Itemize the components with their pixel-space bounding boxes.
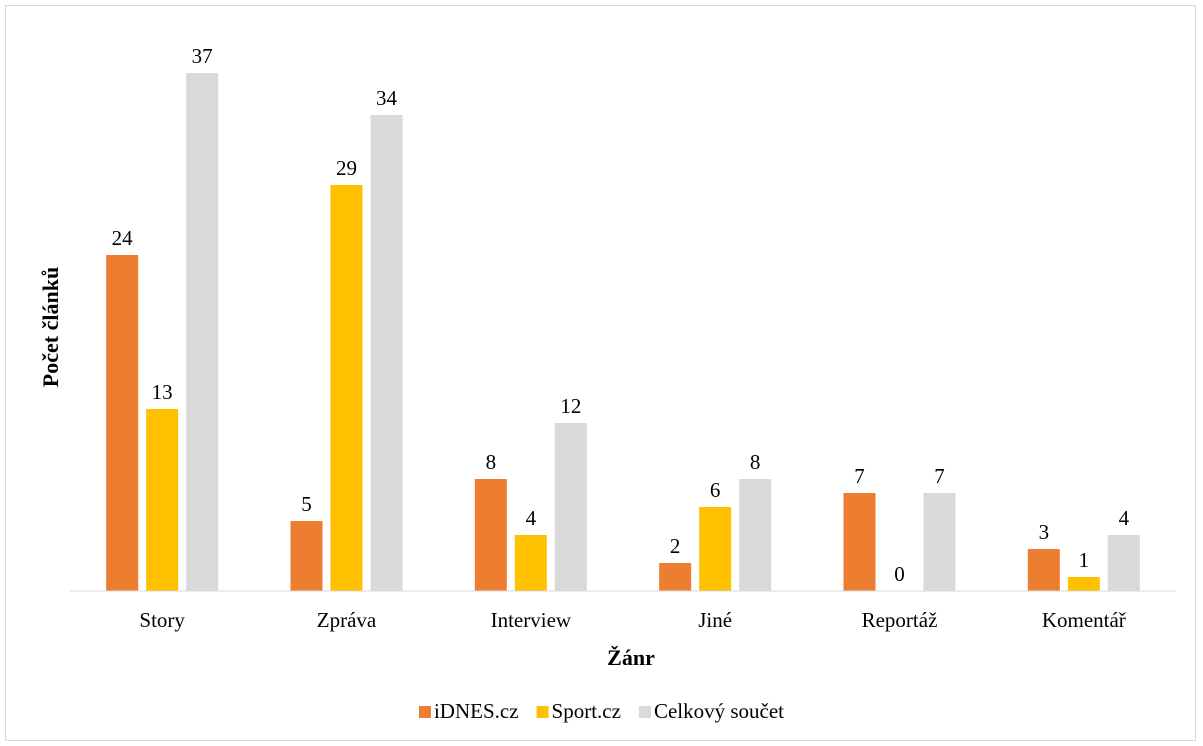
data-label: 0 <box>894 562 905 586</box>
legend-swatch-sport-cz <box>536 706 549 718</box>
data-label: 2 <box>670 534 681 558</box>
legend-label-celkov-sou-et: Celkový součet <box>654 699 784 723</box>
x-tick-label: Zpráva <box>317 608 377 632</box>
bar-idnes-cz <box>659 563 692 591</box>
data-label: 7 <box>934 464 945 488</box>
data-label: 7 <box>854 464 865 488</box>
data-label: 34 <box>376 86 398 110</box>
bar-sport-cz <box>330 185 363 591</box>
data-label: 37 <box>192 44 213 68</box>
bar-idnes-cz <box>474 479 507 591</box>
data-label: 1 <box>1079 548 1090 572</box>
x-axis-title: Žánr <box>607 645 655 670</box>
legend-swatch-celkov-sou-et <box>638 706 651 718</box>
bar-celkov-sou-et <box>554 423 587 591</box>
bar-idnes-cz <box>106 255 139 591</box>
data-label: 4 <box>526 506 537 530</box>
data-label: 4 <box>1119 506 1130 530</box>
data-label: 6 <box>710 478 721 502</box>
bar-sport-cz <box>514 535 547 591</box>
bar-idnes-cz <box>1027 549 1060 591</box>
data-label: 13 <box>152 380 173 404</box>
legend-label-idnes-cz: iDNES.cz <box>434 699 519 723</box>
bar-sport-cz <box>146 409 179 591</box>
x-tick-label: Jiné <box>698 608 732 632</box>
legend-swatch-idnes-cz <box>418 706 431 718</box>
bar-celkov-sou-et <box>923 493 956 591</box>
data-label: 24 <box>112 226 134 250</box>
bar-idnes-cz <box>843 493 876 591</box>
plot-area: 241337Story52934Zpráva8412Interview268Ji… <box>70 44 1176 632</box>
legend-label-sport-cz: Sport.cz <box>552 699 621 723</box>
data-label: 12 <box>560 394 581 418</box>
x-tick-label: Reportáž <box>862 608 938 632</box>
bar-celkov-sou-et <box>1107 535 1140 591</box>
bar-celkov-sou-et <box>739 479 772 591</box>
data-label: 29 <box>336 156 357 180</box>
legend: iDNES.cz Sport.cz Celkový součet <box>418 699 784 723</box>
data-label: 8 <box>750 450 761 474</box>
data-label: 8 <box>486 450 497 474</box>
bar-sport-cz <box>699 507 732 591</box>
data-label: 3 <box>1039 520 1050 544</box>
data-label: 5 <box>301 492 312 516</box>
x-tick-label: Komentář <box>1042 608 1126 632</box>
x-tick-label: Interview <box>491 608 572 632</box>
x-tick-label: Story <box>139 608 185 632</box>
bar-celkov-sou-et <box>370 115 403 591</box>
y-axis-title: Počet článků <box>38 267 63 387</box>
bar-sport-cz <box>1067 577 1100 591</box>
bar-celkov-sou-et <box>186 73 219 591</box>
bar-idnes-cz <box>290 521 323 591</box>
